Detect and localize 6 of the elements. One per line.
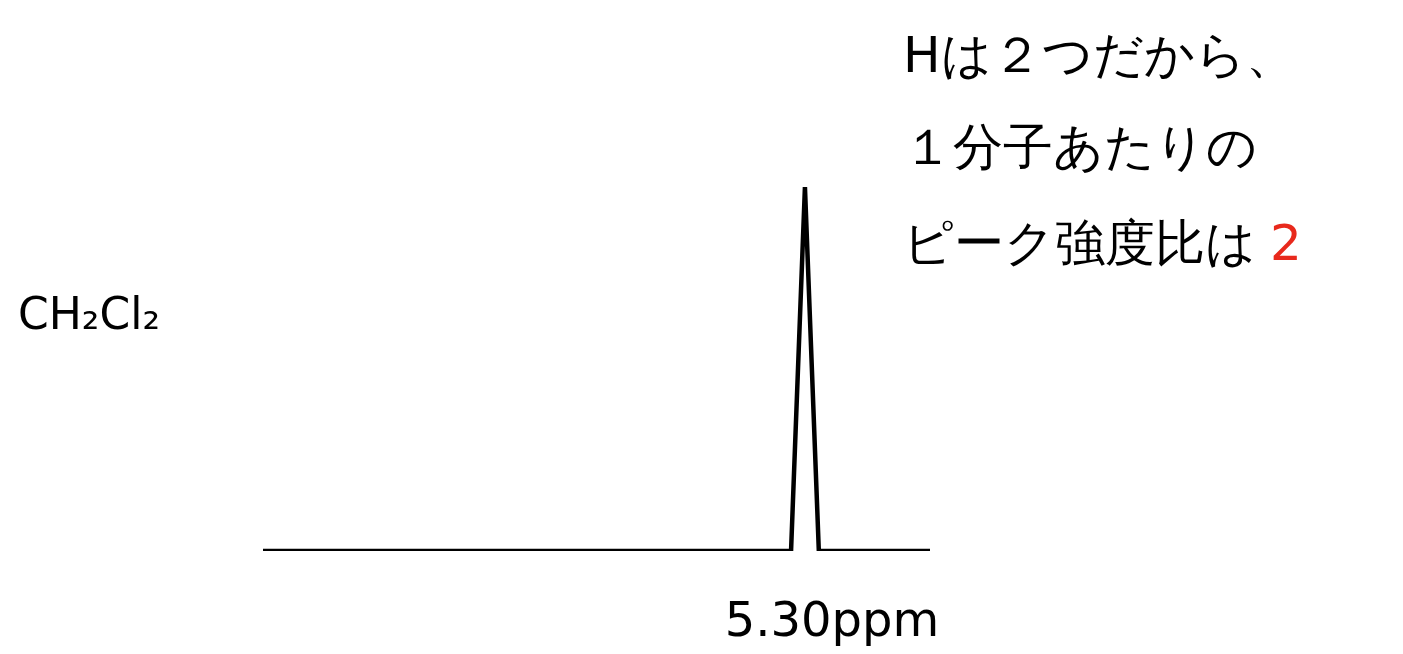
text: Hは２つだから、	[903, 26, 1296, 84]
text: 2	[1270, 214, 1302, 272]
text: CH₂Cl₂	[18, 288, 161, 339]
annotation: ピーク強度比は	[903, 214, 1256, 272]
text: １分子あたりの	[903, 118, 1257, 176]
text: 5.30ppm	[724, 591, 940, 647]
